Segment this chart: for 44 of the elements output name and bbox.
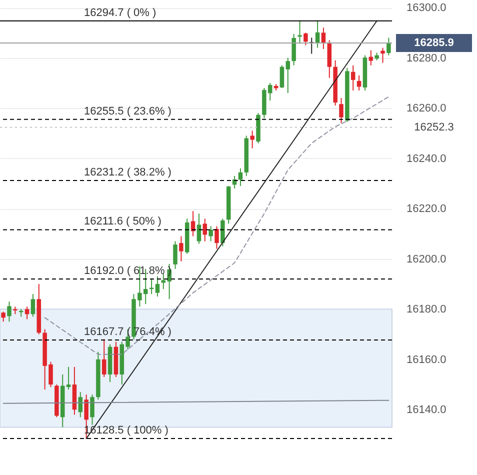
candlestick [102, 338, 106, 378]
candlestick [155, 276, 160, 298]
ref-line-label: 16294.7 ( 0% ) [84, 6, 156, 19]
candlestick [339, 98, 344, 124]
y-tick-label: 16280.0 [406, 52, 446, 64]
candlestick [202, 218, 208, 242]
y-tick-label: 16180.0 [406, 304, 446, 316]
candlestick [286, 57, 290, 94]
candlestick [220, 218, 225, 247]
candlestick [280, 64, 284, 88]
candlestick [1, 311, 6, 322]
y-tick-label: 16200.0 [406, 253, 446, 266]
candlestick [90, 394, 94, 426]
ref-line-label: 16211.6 ( 50% ) [84, 216, 162, 228]
y-tick-label: 16260.0 [406, 102, 446, 115]
candlestick [386, 37, 391, 56]
candlestick [350, 64, 356, 91]
candlestick [292, 33, 296, 66]
line-series [44, 96, 390, 355]
ref-line-label: 16285.9 [414, 36, 454, 49]
ref-line-label: 16231.2 ( 38.2% ) [84, 166, 172, 178]
candlestick [208, 226, 213, 242]
candlestick [196, 213, 202, 244]
candlestick [298, 20, 302, 44]
ref-line-label: 16252.3 [414, 121, 454, 134]
candlestick [214, 226, 219, 250]
y-tick-label: 16240.0 [406, 152, 446, 165]
candlestick [238, 168, 243, 186]
y-tick-label: 16160.0 [406, 354, 446, 366]
candlestick [7, 301, 12, 322]
y-tick-label: 16220.0 [406, 203, 446, 216]
candlestick [380, 47, 385, 64]
candlestick [368, 50, 374, 66]
ref-line-label: 16255.5 ( 23.6% ) [84, 105, 172, 118]
y-tick-label: 16140.0 [406, 404, 446, 416]
candlestick [327, 40, 332, 78]
candlestick [179, 236, 184, 262]
candlestick [30, 294, 36, 318]
candlestick [304, 32, 308, 46]
candlestick [173, 240, 178, 270]
candlestick [24, 306, 30, 320]
candlestick [250, 130, 254, 149]
candlestick [66, 366, 71, 390]
y-tick-label: 16300.0 [406, 2, 446, 14]
